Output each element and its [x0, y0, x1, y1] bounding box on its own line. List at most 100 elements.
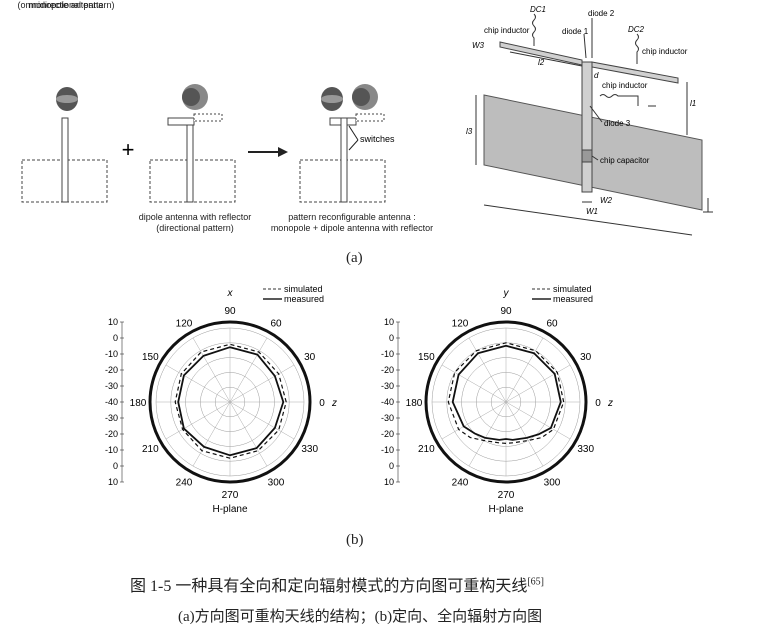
grid-spoke — [441, 401, 507, 440]
grid-spoke — [505, 364, 571, 403]
l3-label: l3 — [466, 127, 473, 136]
l1-label: l1 — [690, 99, 696, 108]
grid-spoke — [505, 401, 544, 467]
radial-tick-label: -20 — [381, 365, 394, 375]
diode3-label: diode 3 — [604, 119, 631, 128]
angle-tick-label: 330 — [577, 444, 594, 455]
polar-axis-label: y — [503, 288, 510, 299]
angle-tick-label: 120 — [176, 318, 193, 329]
angle-tick-label: 60 — [270, 318, 282, 329]
angle-tick-label: 210 — [418, 444, 435, 455]
monopole-label: monopole antenna — [28, 0, 104, 10]
w2-label: W2 — [600, 196, 613, 205]
figure-caption-sub: (a)方向图可重构天线的结构；(b)定向、全向辐射方向图 — [178, 609, 543, 625]
series-simulated-line — [174, 343, 287, 459]
angle-tick-label: 240 — [176, 478, 193, 489]
w1-label: W1 — [586, 207, 598, 216]
radial-tick-label: 0 — [113, 333, 118, 343]
reconf-label: pattern reconfigurable antenna : — [288, 212, 416, 222]
polar-axis-label: x — [227, 288, 234, 299]
dc1-label: DC1 — [530, 5, 546, 14]
angle-tick-label: 90 — [500, 306, 512, 317]
caption-ref: [65] — [527, 576, 545, 588]
plus-sign: + — [122, 137, 135, 162]
angle-tick-label: 150 — [418, 352, 435, 363]
radial-tick-label: -40 — [105, 397, 118, 407]
z-axis-label: z — [607, 398, 613, 409]
outer-ring — [424, 320, 588, 484]
d-label: d — [594, 71, 599, 80]
series-measured-line — [451, 344, 562, 441]
grid-spoke — [229, 401, 295, 440]
panel-a-label: (a) — [346, 250, 363, 266]
outer-ring — [148, 320, 312, 484]
radial-tick-label: -20 — [105, 365, 118, 375]
dc2-label: DC2 — [628, 25, 645, 34]
structure-diagram: chip inductor DC1 diode 2 diode 1 DC2 ch… — [466, 5, 713, 236]
angle-tick-label: 270 — [498, 490, 515, 501]
radial-tick-label: -30 — [381, 413, 394, 423]
dipole-label: dipole antenna with reflector — [138, 212, 252, 222]
radial-tick-label: 10 — [384, 477, 394, 487]
angle-tick-label: 180 — [406, 398, 423, 409]
grid-spoke — [505, 401, 571, 440]
radial-tick-label: 0 — [389, 461, 394, 471]
grid-spoke — [229, 337, 268, 403]
angle-tick-label: 270 — [222, 490, 239, 501]
monopole-antenna-drawing — [21, 87, 108, 203]
legend-measured-left: measured — [284, 294, 324, 304]
grid-spoke — [468, 401, 507, 467]
radial-tick-label: 10 — [108, 477, 118, 487]
chip-capacitor-label: chip capacitor — [600, 156, 650, 165]
angle-tick-label: 30 — [580, 352, 592, 363]
legend-measured-right: measured — [553, 294, 593, 304]
series-measured-line — [177, 346, 285, 457]
legend-left: simulated measured — [263, 284, 324, 304]
radial-tick-label: -20 — [105, 429, 118, 439]
chip-inductor-2-label: chip inductor — [642, 47, 688, 56]
angle-tick-label: 210 — [142, 444, 159, 455]
angle-tick-label: 330 — [301, 444, 318, 455]
grid-spoke — [468, 337, 507, 403]
reconf-sub: monopole + dipole antenna with reflector — [270, 223, 434, 233]
caption-title-text: 图 1-5 一种具有全向和定向辐射模式的方向图可重构天线 — [130, 578, 528, 595]
legend-simulated-left: simulated — [284, 284, 323, 294]
radial-tick-label: -20 — [381, 429, 394, 439]
grid-spoke — [165, 364, 231, 403]
series-simulated-line — [447, 342, 565, 444]
grid-spoke — [192, 401, 231, 467]
angle-tick-label: 180 — [130, 398, 147, 409]
grid-spoke — [192, 337, 231, 403]
monopole-sub: (omnidirectional pattern) — [17, 0, 115, 10]
h-plane-label: H-plane — [212, 504, 247, 515]
chip-inductor-1-label: chip inductor — [484, 26, 530, 35]
l2-label: l2 — [538, 58, 545, 67]
grid-spoke — [229, 401, 268, 467]
radial-tick-label: 0 — [113, 461, 118, 471]
angle-tick-label: 150 — [142, 352, 159, 363]
angle-tick-label: 60 — [546, 318, 558, 329]
radial-tick-label: 0 — [389, 333, 394, 343]
legend-right: simulated measured — [532, 284, 593, 304]
radial-tick-label: -30 — [105, 381, 118, 391]
z-axis-label: z — [331, 398, 337, 409]
legend-simulated-right: simulated — [553, 284, 592, 294]
reconfigurable-antenna-drawing — [299, 84, 386, 203]
radial-tick-label: -30 — [381, 381, 394, 391]
grid-spoke — [229, 364, 295, 403]
concept-figure: + switches — [21, 84, 395, 203]
radial-tick-label: -10 — [105, 445, 118, 455]
radial-tick-label: -30 — [105, 413, 118, 423]
angle-tick-label: 300 — [268, 478, 285, 489]
h-plane-label: H-plane — [488, 504, 523, 515]
dipole-antenna-drawing — [149, 84, 236, 203]
polar-plot-left: 0 z306090120150180210240270300330x100-10-… — [105, 288, 337, 515]
diode1-label: diode 1 — [562, 27, 589, 36]
radial-tick-label: -10 — [381, 349, 394, 359]
angle-tick-label: 300 — [544, 478, 561, 489]
grid-spoke — [505, 337, 544, 403]
figure-caption-title: 图 1-5 一种具有全向和定向辐射模式的方向图可重构天线[65] — [130, 572, 544, 596]
angle-tick-label: 120 — [452, 318, 469, 329]
angle-tick-label: 30 — [304, 352, 316, 363]
polar-plots: simulated measured simulated measured 0 z… — [105, 284, 613, 515]
